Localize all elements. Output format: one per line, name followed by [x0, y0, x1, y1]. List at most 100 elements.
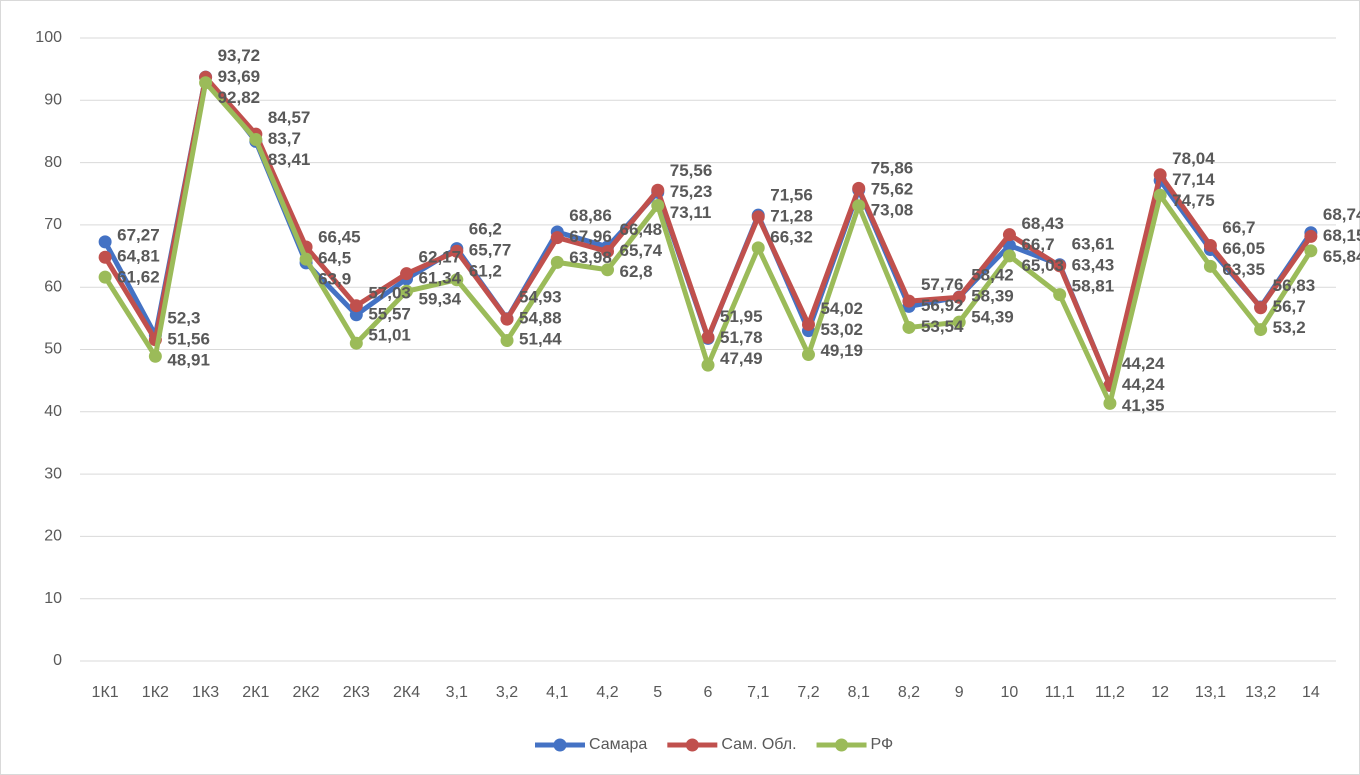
series-marker [751, 210, 765, 224]
data-label: 57,03 [368, 283, 411, 302]
x-tick-label: 13,2 [1245, 684, 1276, 701]
series-marker [952, 290, 966, 304]
data-label: 54,93 [519, 288, 562, 307]
data-label: 66,05 [1222, 239, 1265, 258]
data-label: 75,56 [670, 161, 713, 180]
series-marker [148, 349, 162, 363]
x-tick-label: 9 [955, 684, 964, 701]
x-tick-label: 2К1 [242, 684, 269, 701]
series-marker [199, 76, 213, 90]
legend-label: Сам. Обл. [721, 736, 796, 753]
series-marker [852, 199, 866, 213]
series-marker [550, 255, 564, 269]
series-marker [902, 320, 916, 334]
x-tick-label: 1К3 [192, 684, 219, 701]
x-tick-label: 2К2 [293, 684, 320, 701]
x-tick-label: 1К2 [142, 684, 169, 701]
y-tick-label: 60 [44, 278, 62, 295]
series-marker [751, 241, 765, 255]
data-label: 68,86 [569, 206, 612, 225]
x-tick-label: 12 [1151, 684, 1169, 701]
x-tick-label: 3,2 [496, 684, 518, 701]
data-label: 61,2 [469, 262, 502, 281]
data-label: 51,01 [368, 325, 411, 344]
data-label: 64,5 [318, 249, 351, 268]
data-label: 44,24 [1122, 354, 1165, 373]
data-label: 68,43 [1021, 214, 1064, 233]
series-marker [98, 270, 112, 284]
x-tick-label: 3,1 [446, 684, 468, 701]
data-label: 54,39 [971, 308, 1014, 327]
series-marker [1002, 249, 1016, 263]
data-label: 71,28 [770, 206, 813, 225]
series-marker [952, 315, 966, 329]
legend-marker [835, 738, 849, 752]
data-label: 53,2 [1273, 318, 1306, 337]
data-label: 57,76 [921, 275, 964, 294]
y-tick-label: 30 [44, 465, 62, 482]
series-marker [349, 308, 363, 322]
data-label: 75,62 [871, 179, 914, 198]
series-marker [1304, 229, 1318, 243]
data-label: 65,84 [1323, 247, 1360, 266]
data-label: 58,42 [971, 266, 1014, 285]
series-marker [852, 181, 866, 195]
data-label: 93,69 [218, 67, 261, 86]
series-marker [249, 133, 263, 147]
data-label: 65,74 [620, 241, 663, 260]
data-label: 66,7 [1021, 235, 1054, 254]
series-marker [651, 183, 665, 197]
y-tick-label: 100 [35, 29, 62, 46]
data-label: 71,56 [770, 185, 813, 204]
series-marker [1153, 188, 1167, 202]
data-label: 44,24 [1122, 375, 1165, 394]
series-marker [902, 294, 916, 308]
data-label: 51,95 [720, 307, 763, 326]
y-tick-label: 80 [44, 154, 62, 171]
series-marker [450, 273, 464, 287]
data-label: 73,08 [871, 200, 914, 219]
data-label: 48,91 [167, 350, 210, 369]
x-tick-label: 5 [653, 684, 662, 701]
series-marker [1002, 228, 1016, 242]
x-tick-label: 4,2 [596, 684, 618, 701]
data-label: 56,83 [1273, 276, 1316, 295]
x-tick-label: 14 [1302, 684, 1320, 701]
series-marker [651, 199, 665, 213]
y-tick-label: 50 [44, 341, 62, 358]
data-label: 63,9 [318, 270, 351, 289]
x-tick-label: 4,1 [546, 684, 568, 701]
series-marker [601, 244, 615, 258]
data-label: 62,17 [419, 247, 462, 266]
x-tick-label: 2К4 [393, 684, 420, 701]
data-label: 49,19 [820, 341, 863, 360]
data-label: 63,35 [1222, 260, 1265, 279]
x-tick-label: 1К1 [92, 684, 119, 701]
data-label: 58,81 [1072, 276, 1115, 295]
series-marker [98, 250, 112, 264]
x-tick-label: 13,1 [1195, 684, 1226, 701]
x-tick-label: 6 [704, 684, 713, 701]
data-label: 47,49 [720, 349, 763, 368]
series-marker [1053, 288, 1067, 302]
data-label: 73,11 [670, 203, 712, 222]
y-tick-label: 40 [44, 403, 62, 420]
x-tick-label: 10 [1001, 684, 1019, 701]
data-label: 51,78 [720, 328, 763, 347]
series-marker [1203, 259, 1217, 273]
data-label: 78,04 [1172, 149, 1215, 168]
legend-marker [685, 738, 699, 752]
y-tick-label: 0 [53, 652, 62, 669]
series-marker [1103, 396, 1117, 410]
y-tick-label: 20 [44, 528, 62, 545]
data-label: 56,92 [921, 296, 964, 315]
series-marker [1304, 244, 1318, 258]
data-label: 62,8 [620, 262, 653, 281]
x-tick-label: 8,1 [848, 684, 870, 701]
data-label: 77,14 [1172, 170, 1215, 189]
data-label: 65,03 [1021, 256, 1064, 275]
data-label: 63,61 [1072, 234, 1115, 253]
data-label: 66,45 [318, 228, 361, 247]
y-tick-label: 10 [44, 590, 62, 607]
